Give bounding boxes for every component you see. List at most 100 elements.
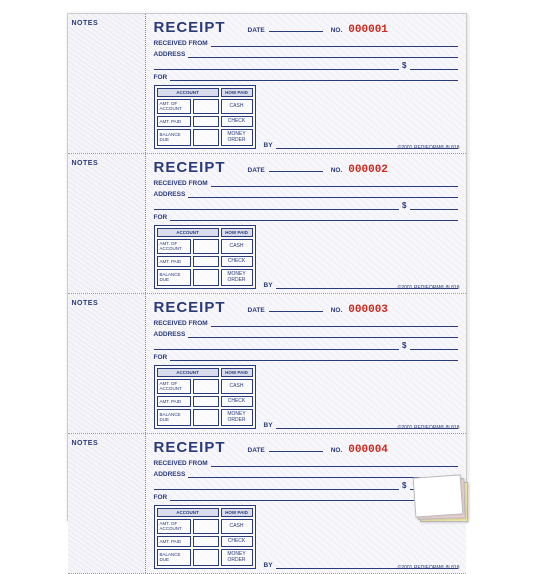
received-from-label: RECEIVED FROM — [154, 320, 208, 327]
notes-label: NOTES — [72, 20, 141, 27]
acct-row-value — [193, 536, 219, 547]
address-label: ADDRESS — [154, 191, 186, 198]
receipt-title: RECEIPT — [154, 299, 226, 316]
account-table: ACCOUNT HOW PAID AMT. OF ACCOUNT CASH AM… — [154, 365, 256, 429]
howpaid-option: CASH — [221, 99, 253, 114]
by-label: BY — [264, 422, 273, 429]
howpaid-option: MONEY ORDER — [221, 269, 253, 286]
amount-field — [154, 202, 400, 210]
copyright-text: ©2001 REDIFORM® 8L818 — [398, 565, 460, 571]
acct-row-value — [193, 409, 219, 426]
dollar-sign: $ — [402, 481, 406, 490]
account-table: ACCOUNT HOW PAID AMT. OF ACCOUNT CASH AM… — [154, 505, 256, 569]
by-label: BY — [264, 282, 273, 289]
received-from-label: RECEIVED FROM — [154, 180, 208, 187]
address-field — [188, 330, 457, 338]
howpaid-header: HOW PAID — [221, 508, 253, 517]
amount-value-field — [410, 482, 458, 490]
dollar-sign: $ — [402, 61, 406, 70]
address-field — [188, 190, 457, 198]
for-label: FOR — [154, 354, 168, 361]
date-label: DATE — [248, 167, 265, 174]
receipt-slip: NOTES RECEIPT DATE NO. 000001 RECEIVED F… — [68, 14, 466, 154]
account-table: ACCOUNT HOW PAID AMT. OF ACCOUNT CASH AM… — [154, 85, 256, 149]
howpaid-option: MONEY ORDER — [221, 549, 253, 566]
acct-row-label: AMT. PAID — [157, 256, 191, 267]
number-label: NO. — [331, 27, 343, 34]
serial-number: 000004 — [348, 444, 388, 456]
acct-row-value — [193, 379, 219, 394]
date-field — [269, 163, 323, 172]
amount-value-field — [410, 342, 458, 350]
received-from-field — [211, 179, 458, 187]
acct-row-label: BALANCE DUE — [157, 549, 191, 566]
account-header: ACCOUNT — [157, 368, 219, 377]
howpaid-header: HOW PAID — [221, 368, 253, 377]
amount-field — [154, 342, 400, 350]
address-label: ADDRESS — [154, 331, 186, 338]
howpaid-option: MONEY ORDER — [221, 409, 253, 426]
receipt-sheet: NOTES RECEIPT DATE NO. 000001 RECEIVED F… — [67, 13, 467, 521]
serial-number: 000001 — [348, 24, 388, 36]
account-header: ACCOUNT — [157, 228, 219, 237]
notes-stub: NOTES — [68, 154, 146, 293]
receipt-main: RECEIPT DATE NO. 000004 RECEIVED FROM AD… — [146, 434, 466, 573]
notes-label: NOTES — [72, 440, 141, 447]
date-field — [269, 23, 323, 32]
received-from-field — [211, 319, 458, 327]
howpaid-option: CASH — [221, 239, 253, 254]
number-label: NO. — [331, 447, 343, 454]
receipt-title: RECEIPT — [154, 19, 226, 36]
for-field — [170, 353, 457, 361]
acct-row-label: AMT. PAID — [157, 396, 191, 407]
acct-row-label: AMT. OF ACCOUNT — [157, 99, 191, 114]
for-field — [170, 493, 457, 501]
howpaid-option: CHECK — [221, 536, 253, 547]
howpaid-option: CHECK — [221, 116, 253, 127]
notes-label: NOTES — [72, 300, 141, 307]
address-field — [188, 50, 457, 58]
acct-row-value — [193, 129, 219, 146]
address-field — [188, 470, 457, 478]
copyright-text: ©2001 REDIFORM® 8L818 — [398, 145, 460, 151]
received-from-label: RECEIVED FROM — [154, 40, 208, 47]
date-field — [269, 443, 323, 452]
acct-row-label: BALANCE DUE — [157, 409, 191, 426]
acct-row-value — [193, 239, 219, 254]
for-label: FOR — [154, 214, 168, 221]
dollar-sign: $ — [402, 341, 406, 350]
howpaid-option: CASH — [221, 519, 253, 534]
notes-label: NOTES — [72, 160, 141, 167]
acct-row-label: AMT. PAID — [157, 116, 191, 127]
copyright-text: ©2001 REDIFORM® 8L818 — [398, 425, 460, 431]
acct-row-value — [193, 99, 219, 114]
for-label: FOR — [154, 494, 168, 501]
receipt-title: RECEIPT — [154, 439, 226, 456]
number-label: NO. — [331, 167, 343, 174]
amount-value-field — [410, 62, 458, 70]
date-label: DATE — [248, 307, 265, 314]
address-label: ADDRESS — [154, 51, 186, 58]
received-from-label: RECEIVED FROM — [154, 460, 208, 467]
for-field — [170, 213, 457, 221]
notes-stub: NOTES — [68, 434, 146, 573]
account-header: ACCOUNT — [157, 508, 219, 517]
acct-row-value — [193, 256, 219, 267]
received-from-field — [211, 459, 458, 467]
date-label: DATE — [248, 27, 265, 34]
receipt-slip: NOTES RECEIPT DATE NO. 000002 RECEIVED F… — [68, 154, 466, 294]
acct-row-label: AMT. PAID — [157, 536, 191, 547]
amount-field — [154, 482, 400, 490]
receipt-main: RECEIPT DATE NO. 000003 RECEIVED FROM AD… — [146, 294, 466, 433]
acct-row-value — [193, 269, 219, 286]
acct-row-value — [193, 519, 219, 534]
by-label: BY — [264, 562, 273, 569]
acct-row-value — [193, 549, 219, 566]
receipt-main: RECEIPT DATE NO. 000001 RECEIVED FROM AD… — [146, 14, 466, 153]
date-label: DATE — [248, 447, 265, 454]
notes-stub: NOTES — [68, 294, 146, 433]
receipt-title: RECEIPT — [154, 159, 226, 176]
howpaid-header: HOW PAID — [221, 228, 253, 237]
address-label: ADDRESS — [154, 471, 186, 478]
copyright-text: ©2001 REDIFORM® 8L818 — [398, 285, 460, 291]
